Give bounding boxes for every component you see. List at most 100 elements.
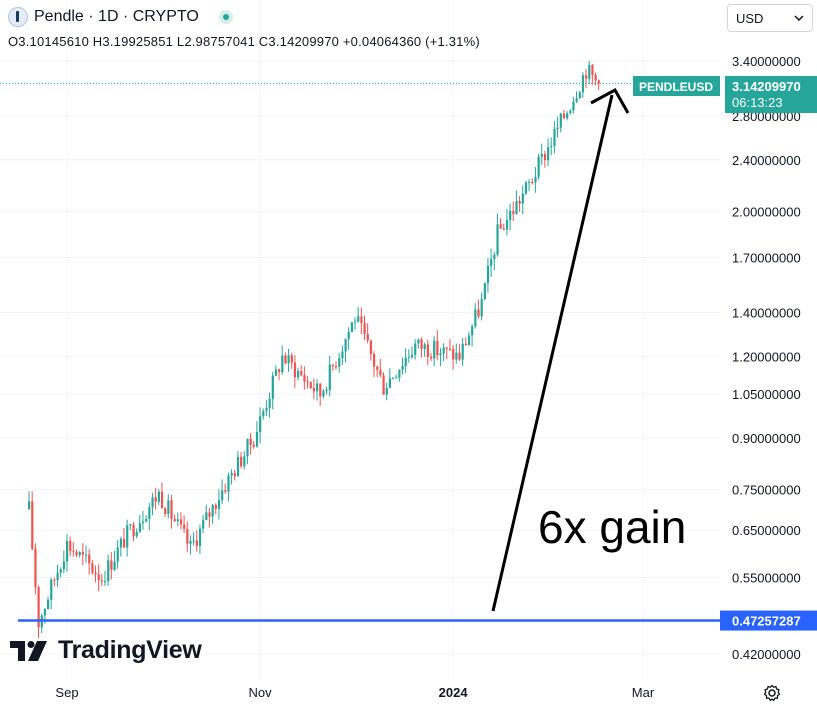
candle-body bbox=[344, 338, 347, 352]
candle-body bbox=[309, 382, 312, 389]
candle bbox=[344, 338, 347, 363]
candle-body bbox=[369, 340, 373, 354]
candle bbox=[382, 372, 385, 395]
candle-body bbox=[499, 224, 502, 229]
candle-body bbox=[562, 113, 566, 119]
settings-gear-icon[interactable] bbox=[763, 684, 781, 702]
candle bbox=[160, 482, 164, 509]
candle-body bbox=[31, 501, 34, 549]
candle bbox=[179, 512, 183, 530]
candle bbox=[300, 365, 303, 376]
candle bbox=[110, 552, 113, 580]
candle bbox=[439, 347, 442, 367]
candle-body bbox=[515, 201, 518, 214]
candle-body bbox=[382, 375, 385, 395]
candle-body bbox=[252, 444, 255, 447]
candle bbox=[423, 342, 426, 357]
candle-body bbox=[195, 540, 198, 546]
candle bbox=[331, 364, 335, 371]
support-tag-value: 0.47257287 bbox=[732, 614, 801, 629]
symbol-header[interactable]: Pendle · 1D · CRYPTO bbox=[8, 6, 233, 28]
candle bbox=[426, 339, 429, 366]
candle bbox=[122, 527, 126, 548]
candle-body bbox=[331, 364, 335, 367]
candle-body bbox=[569, 110, 572, 114]
candle bbox=[531, 178, 534, 185]
candle-body bbox=[518, 201, 521, 204]
y-tick-label: 1.70000000 bbox=[732, 251, 801, 266]
market-status-icon[interactable] bbox=[218, 10, 233, 24]
price-axis[interactable]: 3.400000002.800000002.400000002.00000000… bbox=[732, 54, 801, 662]
candle bbox=[445, 347, 448, 360]
candle-body bbox=[442, 347, 445, 354]
candle bbox=[176, 512, 179, 527]
candle bbox=[410, 346, 414, 360]
candle-body bbox=[417, 339, 420, 344]
candle bbox=[154, 487, 157, 510]
candle bbox=[198, 524, 202, 554]
candle bbox=[88, 548, 91, 575]
candle-body bbox=[233, 473, 236, 477]
candle bbox=[309, 381, 312, 390]
pendle-logo-icon bbox=[8, 7, 28, 27]
y-tick-label: 0.65000000 bbox=[732, 523, 801, 538]
candle bbox=[515, 190, 518, 215]
candlestick-series bbox=[28, 60, 600, 639]
candle-body bbox=[107, 560, 110, 582]
price-tag-symbol: PENDLEUSD bbox=[639, 80, 713, 94]
candle bbox=[100, 574, 104, 586]
candle-body bbox=[303, 375, 306, 382]
candle bbox=[569, 109, 572, 115]
candle bbox=[157, 489, 160, 506]
candle-body bbox=[243, 456, 246, 467]
candle bbox=[496, 213, 499, 257]
candle-body bbox=[553, 129, 556, 146]
candle-body bbox=[398, 369, 401, 378]
candle-body bbox=[414, 343, 417, 355]
x-tick-label: Sep bbox=[55, 685, 78, 700]
gain-annotation: 6x gain bbox=[538, 501, 687, 553]
candle bbox=[594, 72, 597, 86]
candle-body bbox=[81, 552, 85, 555]
candle bbox=[274, 365, 278, 377]
candle-body bbox=[176, 519, 179, 522]
candle bbox=[543, 150, 547, 168]
x-tick-label: Mar bbox=[632, 685, 655, 700]
candle bbox=[37, 585, 40, 639]
candle-body bbox=[119, 538, 123, 548]
candle bbox=[354, 317, 357, 330]
candle bbox=[151, 493, 154, 516]
candle bbox=[252, 440, 255, 449]
candle bbox=[566, 110, 569, 121]
candle-body bbox=[62, 561, 66, 570]
currency-select[interactable]: USD bbox=[727, 4, 813, 32]
candle-body bbox=[189, 540, 192, 544]
currency-value: USD bbox=[736, 10, 764, 26]
candle bbox=[259, 407, 262, 444]
tradingview-watermark[interactable]: TradingView bbox=[10, 636, 202, 665]
candle-body bbox=[170, 500, 173, 519]
candle-body bbox=[221, 490, 224, 501]
candle bbox=[78, 551, 81, 558]
candle-body bbox=[262, 410, 265, 417]
candle bbox=[84, 545, 88, 563]
candle-body bbox=[198, 528, 202, 546]
candle-body bbox=[363, 323, 366, 334]
candle bbox=[407, 349, 411, 363]
candle bbox=[350, 321, 354, 333]
candle bbox=[246, 438, 249, 465]
time-axis[interactable]: Sep Nov 2024 Mar bbox=[55, 685, 654, 700]
candle bbox=[217, 489, 221, 520]
candle bbox=[385, 382, 388, 401]
candle bbox=[265, 400, 268, 417]
candle bbox=[28, 491, 31, 510]
candle-body bbox=[512, 210, 515, 214]
candle-body bbox=[502, 228, 505, 230]
candle bbox=[66, 534, 69, 572]
candle-body bbox=[347, 332, 350, 339]
candle bbox=[312, 378, 316, 400]
price-tag-countdown: 06:13:23 bbox=[732, 95, 783, 110]
candle-body bbox=[464, 343, 467, 346]
candle-body bbox=[325, 389, 328, 392]
